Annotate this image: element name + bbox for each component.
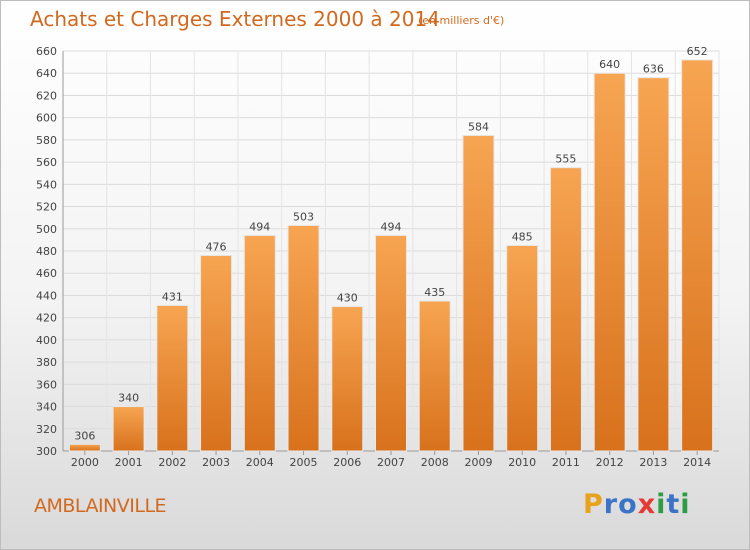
y-tick-label: 480 — [36, 245, 57, 258]
y-tick-label: 400 — [36, 334, 57, 347]
logo-letter: t — [666, 489, 681, 520]
bar — [593, 72, 626, 452]
logo-letter: i — [680, 489, 691, 520]
bar — [681, 59, 714, 452]
y-tick-label: 360 — [36, 378, 57, 391]
y-tick-label: 580 — [36, 134, 57, 147]
x-tick-label: 2010 — [508, 456, 536, 469]
data-label: 435 — [424, 286, 445, 299]
data-label: 640 — [599, 58, 620, 71]
y-tick-label: 460 — [36, 267, 57, 280]
chart-subtitle: (en milliers d'€) — [418, 14, 505, 27]
x-tick-label: 2004 — [246, 456, 274, 469]
y-tick-label: 500 — [36, 223, 57, 236]
chart-title: Achats et Charges Externes 2000 à 2014 — [30, 7, 440, 31]
x-tick-label: 2008 — [421, 456, 449, 469]
data-label: 494 — [249, 220, 270, 233]
y-tick-label: 340 — [36, 401, 57, 414]
bar — [200, 254, 233, 452]
y-tick-label: 380 — [36, 356, 57, 369]
x-tick-label: 2012 — [596, 456, 624, 469]
bar — [418, 300, 451, 452]
x-tick-label: 2007 — [377, 456, 405, 469]
y-tick-label: 440 — [36, 289, 57, 302]
bar — [637, 77, 670, 452]
data-label: 431 — [162, 290, 183, 303]
x-tick-label: 2002 — [158, 456, 186, 469]
y-tick-label: 320 — [36, 423, 57, 436]
logo-letter: i — [656, 489, 667, 520]
data-label: 584 — [468, 120, 489, 133]
bar — [375, 234, 407, 452]
y-tick-label: 560 — [36, 156, 57, 169]
bar — [287, 224, 320, 452]
bar — [506, 244, 539, 452]
x-tick-label: 2006 — [333, 456, 361, 469]
bar — [549, 167, 582, 452]
data-label: 503 — [293, 210, 314, 223]
data-label: 485 — [512, 230, 533, 243]
x-tick-label: 2003 — [202, 456, 230, 469]
bar — [331, 306, 364, 452]
y-tick-label: 420 — [36, 312, 57, 325]
data-label: 340 — [118, 392, 139, 405]
data-label: 494 — [381, 220, 402, 233]
data-label: 306 — [74, 429, 95, 442]
x-tick-label: 2011 — [552, 456, 580, 469]
data-label: 652 — [687, 45, 708, 58]
bar — [156, 304, 189, 452]
proxiti-logo: Proxiti — [583, 489, 691, 520]
x-tick-label: 2013 — [639, 456, 667, 469]
data-label: 555 — [555, 153, 576, 166]
logo-letter: r — [603, 489, 619, 520]
y-tick-label: 540 — [36, 178, 57, 191]
data-label: 636 — [643, 63, 664, 76]
y-tick-label: 600 — [36, 112, 57, 125]
commune-name: AMBLAINVILLE — [34, 495, 167, 517]
x-tick-label: 2009 — [464, 456, 492, 469]
y-tick-label: 620 — [36, 89, 57, 102]
logo-letter: P — [583, 489, 604, 520]
bar — [112, 406, 145, 452]
x-tick-label: 2000 — [71, 456, 99, 469]
x-tick-label: 2001 — [115, 456, 143, 469]
bar — [243, 234, 276, 452]
y-tick-label: 660 — [36, 45, 57, 58]
logo-letter: x — [637, 489, 657, 520]
x-tick-label: 2014 — [683, 456, 711, 469]
y-tick-label: 640 — [36, 67, 57, 80]
data-label: 476 — [206, 240, 227, 253]
y-tick-label: 520 — [36, 201, 57, 214]
data-label: 430 — [337, 292, 358, 305]
bar — [68, 443, 101, 452]
bar — [462, 134, 495, 452]
y-tick-label: 300 — [36, 445, 57, 458]
x-tick-label: 2005 — [290, 456, 318, 469]
logo-letter: o — [618, 489, 638, 520]
